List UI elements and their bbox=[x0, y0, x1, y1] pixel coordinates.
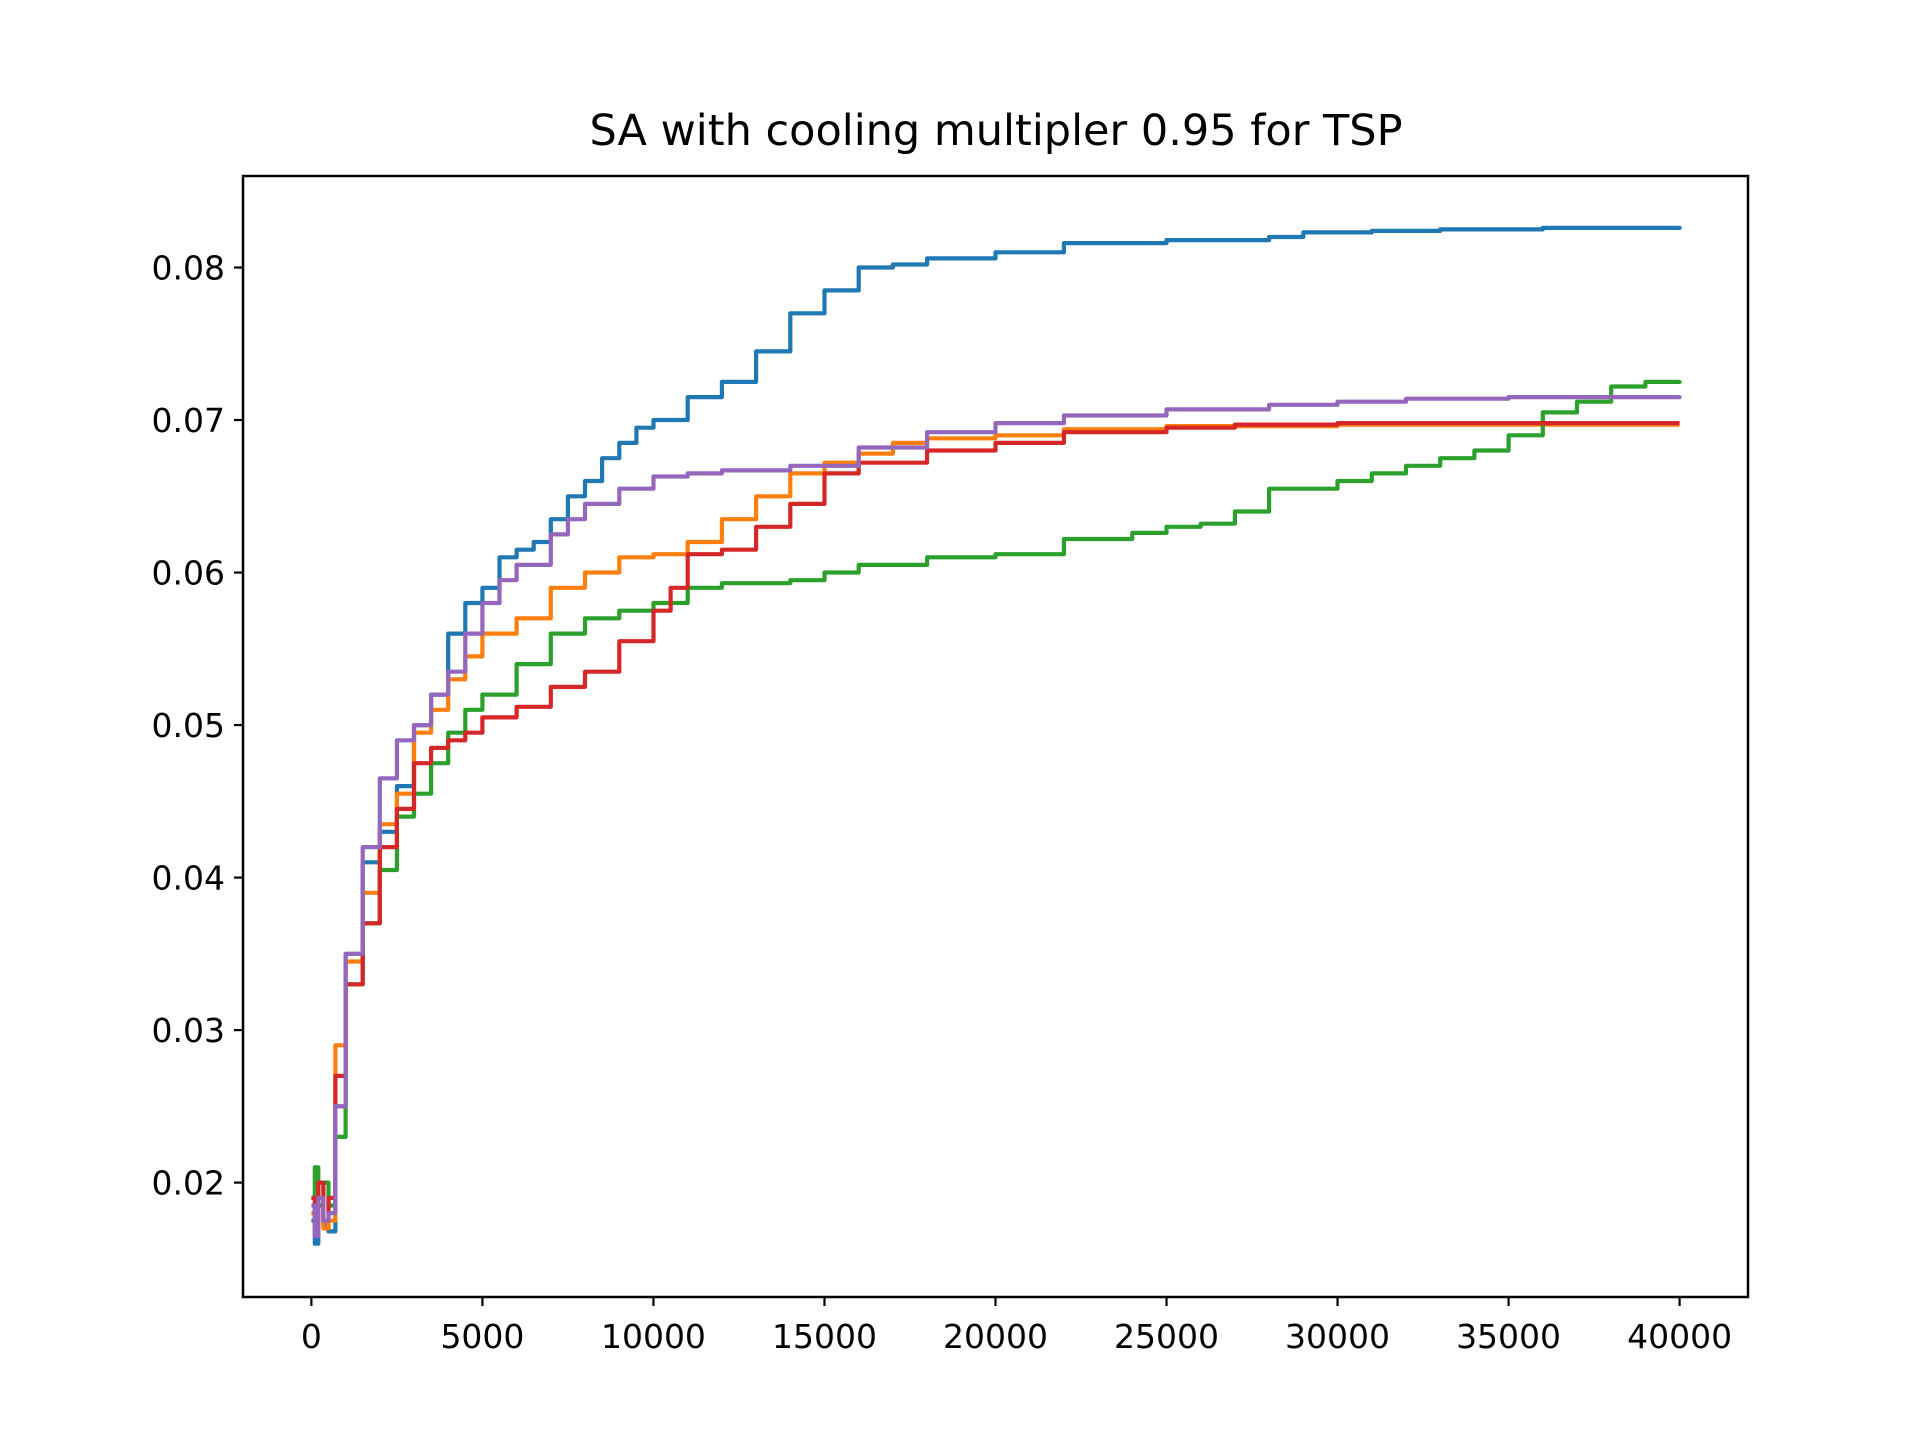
x-tick-label: 5000 bbox=[440, 1317, 524, 1356]
chart-title: SA with cooling multipler 0.95 for TSP bbox=[589, 106, 1402, 156]
y-tick-label: 0.07 bbox=[152, 401, 225, 440]
x-tick-label: 25000 bbox=[1114, 1317, 1219, 1356]
y-tick-label: 0.08 bbox=[152, 249, 225, 288]
x-tick-label: 40000 bbox=[1627, 1317, 1732, 1356]
plot-frame bbox=[241, 174, 1750, 1299]
x-tick-label: 15000 bbox=[772, 1317, 877, 1356]
x-axis-ticks: 0 5000 10000 15000 20000 25000 30000 35000 40000 bbox=[301, 1297, 1732, 1356]
y-tick-label: 0.06 bbox=[152, 554, 225, 593]
series-layer bbox=[311, 225, 1682, 1246]
y-tick-label: 0.04 bbox=[152, 859, 225, 898]
y-tick-label: 0.02 bbox=[152, 1164, 225, 1203]
x-tick-label: 10000 bbox=[601, 1317, 706, 1356]
x-tick-label: 35000 bbox=[1456, 1317, 1561, 1356]
x-tick-label: 30000 bbox=[1285, 1317, 1390, 1356]
series-line-5 bbox=[311, 395, 1682, 1239]
y-tick-label: 0.03 bbox=[152, 1011, 225, 1050]
series-line-2 bbox=[311, 422, 1680, 1231]
x-tick-label: 20000 bbox=[943, 1317, 1048, 1356]
y-tick-label: 0.05 bbox=[152, 706, 225, 745]
x-tick-label: 0 bbox=[301, 1317, 322, 1356]
y-axis-ticks: 0.02 0.03 0.04 0.05 0.06 0.07 0.08 bbox=[152, 249, 243, 1203]
